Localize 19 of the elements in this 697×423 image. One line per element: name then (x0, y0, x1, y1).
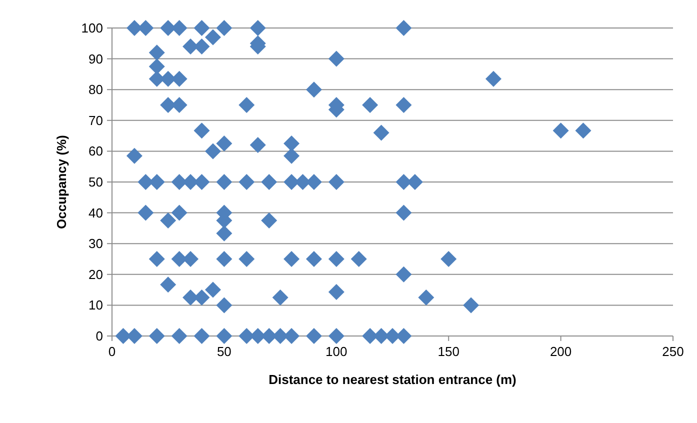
y-tick-label: 90 (88, 51, 103, 66)
y-tick-label: 100 (81, 20, 103, 36)
y-tick-label: 30 (88, 236, 103, 252)
x-tick-label: 100 (326, 344, 348, 359)
x-axis-title: Distance to nearest station entrance (m) (268, 372, 516, 387)
x-tick-label: 0 (108, 344, 116, 359)
x-tick-label: 200 (550, 344, 572, 359)
y-axis-title: Occupancy (%) (54, 135, 69, 229)
x-tick-label: 50 (216, 344, 232, 359)
y-tick-label: 10 (88, 298, 103, 313)
y-tick-label: 40 (88, 205, 103, 220)
y-tick-label: 50 (88, 174, 103, 190)
y-tick-label: 80 (88, 82, 103, 98)
y-tick-label: 70 (88, 112, 103, 128)
y-tick-label: 0 (96, 328, 103, 344)
x-tick-label: 250 (662, 344, 684, 359)
y-tick-label: 60 (88, 144, 103, 159)
x-tick-label: 150 (438, 344, 460, 359)
y-tick-label: 20 (88, 266, 103, 282)
